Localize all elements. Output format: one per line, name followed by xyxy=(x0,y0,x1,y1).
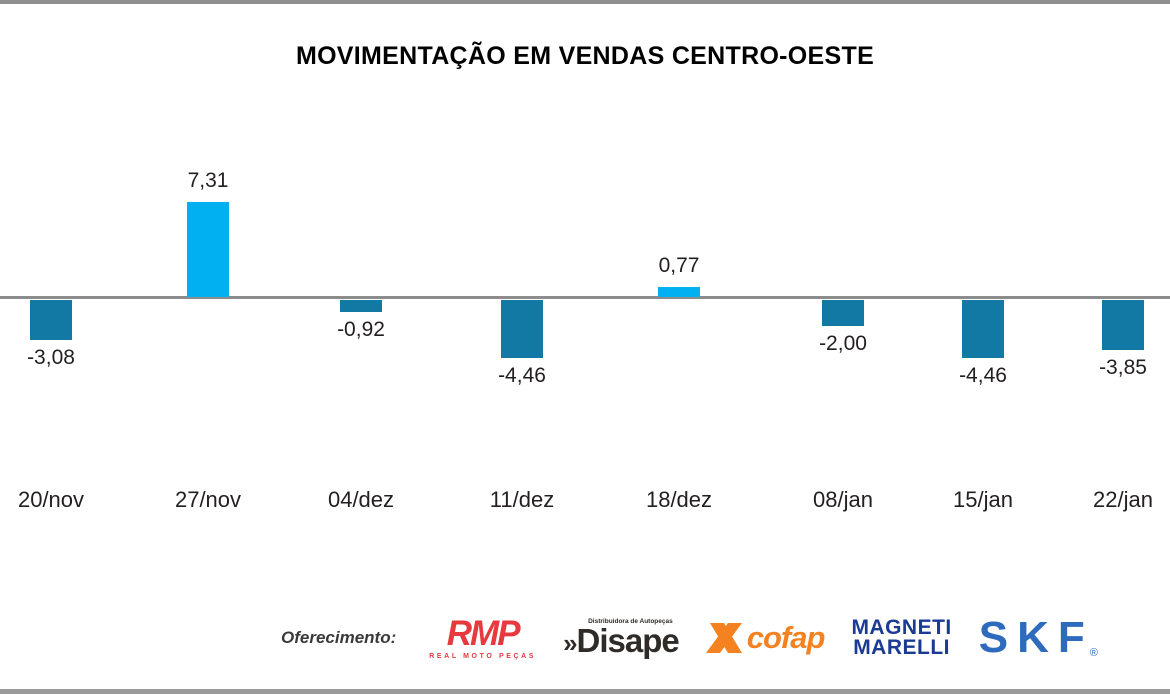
skf-wordmark: SKF xyxy=(978,613,1094,662)
bar-value-label: 7,31 xyxy=(187,169,229,192)
x-axis-label: 11/dez xyxy=(489,487,555,512)
rmp-subtext: REAL MOTO PEÇAS xyxy=(429,652,537,660)
bar-11/dez xyxy=(501,300,543,358)
bar-value-label: -4,46 xyxy=(959,364,1007,387)
sponsor-logo-rmp: RMP REAL MOTO PEÇAS xyxy=(429,613,537,660)
chart-title: MOVIMENTAÇÃO EM VENDAS CENTRO-OESTE xyxy=(295,42,875,70)
sponsor-logo-cofap: cofap xyxy=(705,620,826,656)
bar-15/jan xyxy=(962,300,1004,358)
cofap-x-icon xyxy=(705,623,742,653)
disape-name: Disape xyxy=(576,621,680,659)
magneti-line2: MARELLI xyxy=(853,636,951,659)
bar-08/jan xyxy=(822,300,864,326)
sponsor-logo-skf: SKF ® xyxy=(978,613,1098,662)
x-axis-label: 22/jan xyxy=(1093,487,1153,512)
disape-chevrons-icon: » xyxy=(563,627,578,658)
bar-value-label: -4,46 xyxy=(498,364,546,387)
bar-value-label: -3,85 xyxy=(1099,356,1147,379)
x-axis-label: 08/jan xyxy=(813,487,873,512)
x-axis-label: 27/nov xyxy=(174,487,242,512)
magneti-line1: MAGNETI xyxy=(851,616,952,639)
zero-axis-line xyxy=(0,296,1170,299)
registered-trademark-icon: ® xyxy=(1089,647,1098,659)
bar-22/jan xyxy=(1102,300,1144,350)
sponsor-logo-magneti-marelli: MAGNETI MARELLI xyxy=(851,616,952,659)
top-divider xyxy=(0,0,1170,4)
sponsor-logo-disape: Distribuidora de Autopeças »Disape xyxy=(563,617,680,659)
cofap-wordmark: cofap xyxy=(746,620,826,655)
bar-value-label: -2,00 xyxy=(819,332,867,355)
rmp-wordmark: RMP xyxy=(446,613,521,653)
bar-20/nov xyxy=(30,300,72,340)
x-axis-label: 04/dez xyxy=(327,487,395,512)
x-axis-label: 15/jan xyxy=(953,487,1013,512)
offering-label: Oferecimento: xyxy=(281,628,397,647)
bar-value-label: 0,77 xyxy=(658,254,700,277)
sponsors-bar: Oferecimento: RMP REAL MOTO PEÇAS Distri… xyxy=(281,606,1098,670)
bar-value-label: -0,92 xyxy=(337,318,385,341)
disape-wordmark: »Disape xyxy=(563,621,680,659)
bar-27/nov xyxy=(187,202,229,297)
bar-18/dez xyxy=(658,287,700,297)
bar-value-label: -3,08 xyxy=(27,346,75,369)
bar-04/dez xyxy=(340,300,382,312)
x-axis-label: 18/dez xyxy=(645,487,713,512)
disape-subtext: Distribuidora de Autopeças xyxy=(588,617,673,625)
bottom-divider xyxy=(0,689,1170,694)
x-axis-label: 20/nov xyxy=(17,487,85,512)
